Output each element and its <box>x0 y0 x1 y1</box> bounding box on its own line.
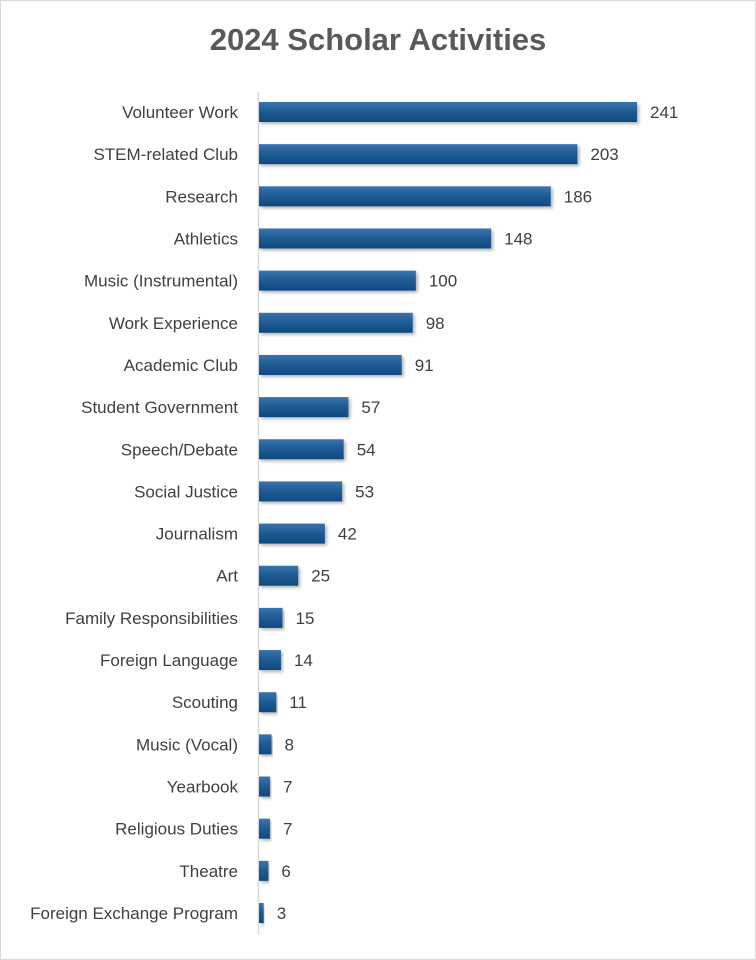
bar <box>259 228 492 249</box>
category-label: Theatre <box>179 862 238 881</box>
bar <box>259 776 270 797</box>
category-label: Foreign Exchange Program <box>30 904 238 923</box>
category-label: Social Justice <box>134 482 238 501</box>
bar <box>259 439 344 460</box>
bar <box>259 397 349 418</box>
category-label: Student Government <box>81 398 238 417</box>
bar <box>259 734 272 755</box>
data-label: 42 <box>338 525 357 544</box>
category-label: Art <box>216 567 238 586</box>
bar <box>259 354 402 375</box>
data-label: 100 <box>429 272 457 291</box>
bar <box>259 523 325 544</box>
data-label: 98 <box>426 314 445 333</box>
data-label: 6 <box>281 862 290 881</box>
category-label: Music (Instrumental) <box>84 272 238 291</box>
bar <box>259 692 277 713</box>
bar <box>259 312 413 333</box>
data-label: 25 <box>311 567 330 586</box>
bar <box>259 650 281 671</box>
category-label: STEM-related Club <box>93 145 238 164</box>
data-label: 7 <box>283 778 292 797</box>
bar <box>259 818 270 839</box>
data-label: 15 <box>296 609 315 628</box>
category-label: Yearbook <box>167 778 239 797</box>
bar <box>259 186 551 207</box>
data-label: 53 <box>355 482 374 501</box>
data-label: 14 <box>294 651 313 670</box>
data-label: 7 <box>283 820 292 839</box>
category-label: Volunteer Work <box>122 103 238 122</box>
data-label: 57 <box>361 398 380 417</box>
category-label: Speech/Debate <box>121 440 238 459</box>
data-label: 54 <box>357 440 376 459</box>
bar <box>259 481 343 502</box>
category-label: Family Responsibilities <box>65 609 238 628</box>
bar <box>259 270 416 291</box>
category-label: Foreign Language <box>100 651 238 670</box>
bar <box>259 565 299 586</box>
data-label: 3 <box>277 904 286 923</box>
category-label: Scouting <box>172 693 238 712</box>
category-label: Journalism <box>156 525 238 544</box>
bar <box>259 607 283 628</box>
data-label: 8 <box>285 735 294 754</box>
category-label: Work Experience <box>109 314 238 333</box>
chart-title: 2024 Scholar Activities <box>209 22 547 57</box>
data-label: 11 <box>289 693 307 712</box>
data-label: 186 <box>564 187 592 206</box>
category-label: Music (Vocal) <box>136 735 238 754</box>
data-label: 203 <box>590 145 618 164</box>
data-label: 241 <box>650 103 678 122</box>
category-label: Religious Duties <box>115 820 238 839</box>
bar <box>259 102 637 122</box>
category-label: Research <box>165 187 238 206</box>
bar <box>259 144 578 165</box>
category-label: Academic Club <box>124 356 238 375</box>
data-label: 91 <box>415 356 434 375</box>
category-label: Athletics <box>174 229 238 248</box>
data-label: 148 <box>504 229 532 248</box>
bar <box>259 860 269 881</box>
bar <box>259 903 264 923</box>
